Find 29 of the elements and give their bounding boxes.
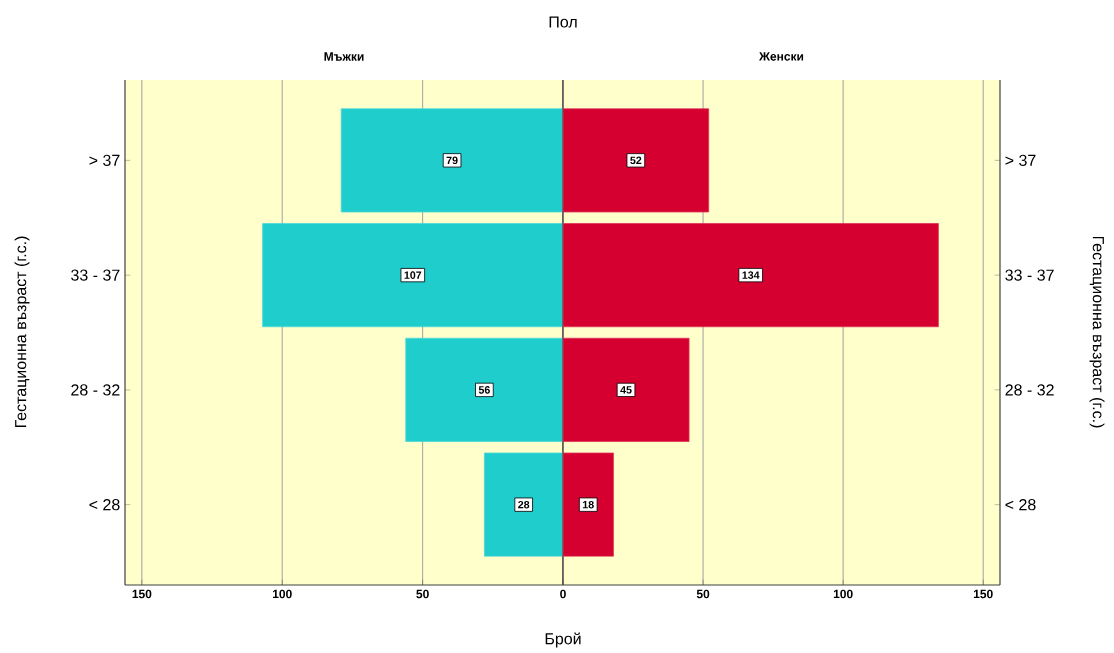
y-tick-label: < 28 [1005, 499, 1036, 511]
x-tick-label: 100 [833, 589, 853, 599]
chart-title: Женски [759, 52, 804, 61]
y-tick-label: > 37 [89, 154, 120, 166]
data-label: 52 [630, 156, 642, 165]
x-tick-label: 150 [973, 589, 993, 599]
y-axis-title: Гестационна възраст (г.с.) [14, 236, 30, 428]
data-label: 79 [446, 156, 458, 165]
y2-axis-title: Гестационна възраст (г.с.) [1089, 236, 1105, 428]
x-axis-title: Брой [545, 632, 581, 648]
data-label: 18 [582, 500, 594, 509]
chart-title: Мъжки [324, 52, 364, 61]
x-tick-label: 150 [132, 589, 152, 599]
y-tick-label: > 37 [1005, 154, 1036, 166]
text: Пол [549, 16, 577, 28]
y-tick-label: 28 - 32 [1005, 384, 1054, 396]
data-label: 28 [518, 500, 530, 509]
y-tick-label: 28 - 32 [71, 384, 120, 396]
y-tick-label: 33 - 37 [71, 269, 120, 281]
x-tick-label: 50 [416, 589, 429, 599]
data-label: 56 [478, 386, 490, 394]
x-tick-label: 0 [560, 589, 566, 599]
y-tick-label: 33 - 37 [1005, 269, 1054, 281]
data-label: 45 [620, 386, 632, 394]
x-tick-label: 50 [696, 589, 710, 599]
y-tick-label: < 28 [89, 499, 120, 511]
x-tick-label: 100 [272, 589, 292, 599]
data-label: 134 [742, 271, 760, 279]
data-label: 107 [404, 271, 422, 279]
